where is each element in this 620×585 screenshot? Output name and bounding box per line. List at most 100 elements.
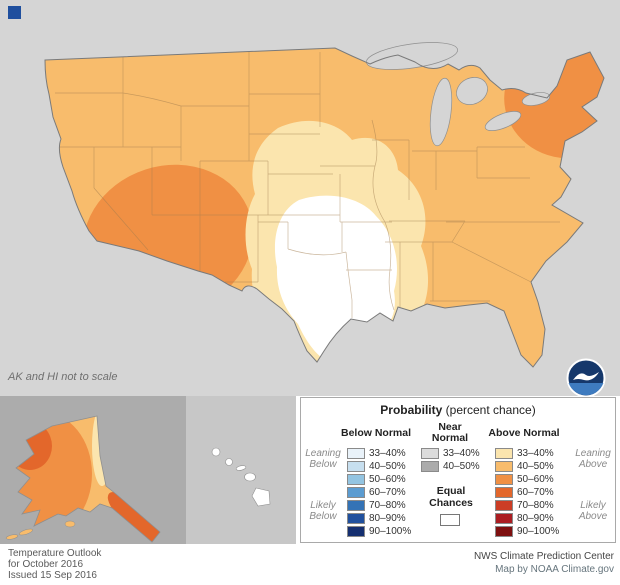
legend-row-below-0: 33–40% bbox=[347, 448, 406, 460]
legend-row-label: 40–50% bbox=[443, 461, 480, 472]
legend-title: Probability (percent chance) bbox=[301, 403, 615, 417]
legend-title-bold: Probability bbox=[380, 403, 443, 417]
legend-row-label: 33–40% bbox=[369, 448, 406, 459]
footer-period: for October 2016 bbox=[8, 559, 84, 570]
lake-michigan bbox=[429, 77, 453, 147]
legend-row-label: 90–100% bbox=[517, 526, 560, 537]
noaa-bird-icon bbox=[573, 372, 599, 381]
lake-ontario bbox=[521, 92, 551, 106]
legend-row-label: 33–40% bbox=[517, 448, 554, 459]
footer-right: NWS Climate Prediction Center Map by NOA… bbox=[474, 550, 614, 576]
legend-row-near-0: 33–40% bbox=[421, 448, 480, 460]
hawaii-map bbox=[211, 447, 271, 507]
legend-side-likely-below: Likely Below bbox=[309, 500, 337, 522]
legend-row-above-6: 90–100% bbox=[495, 526, 559, 538]
scale-note: AK and HI not to scale bbox=[8, 371, 118, 383]
legend-side-likely-above: Likely Above bbox=[578, 500, 608, 522]
great-lakes bbox=[366, 42, 551, 147]
alaska-map bbox=[5, 415, 161, 543]
region-equal-chances bbox=[274, 195, 397, 361]
conus-map bbox=[0, 0, 620, 396]
legend-row-below-6: 90–100% bbox=[347, 526, 411, 538]
legend-header-near: Near Normal bbox=[431, 421, 469, 444]
legend-row-above-3: 60–70% bbox=[495, 487, 554, 499]
corner-logo bbox=[8, 6, 21, 19]
noaa-logo-sea bbox=[568, 383, 604, 396]
legend-row-above-0: 33–40% bbox=[495, 448, 554, 460]
legend-row-below-3: 60–70% bbox=[347, 487, 406, 499]
legend-swatch bbox=[495, 513, 513, 524]
legend-row-above-4: 70–80% bbox=[495, 500, 554, 512]
footer-source: NWS Climate Prediction Center bbox=[473, 551, 614, 562]
footer-title: Temperature Outlook bbox=[8, 548, 102, 559]
lake-erie bbox=[484, 111, 522, 131]
legend-swatch bbox=[347, 448, 365, 459]
legend-side-leaning-below: Leaning Below bbox=[305, 448, 341, 470]
legend-swatch bbox=[421, 461, 439, 472]
alaska-inset bbox=[0, 396, 186, 544]
legend-swatch bbox=[347, 461, 365, 472]
island-oahu bbox=[225, 458, 233, 466]
aleutian-island bbox=[19, 528, 33, 536]
hawaii-islands bbox=[211, 447, 271, 507]
lake-huron bbox=[456, 77, 488, 105]
legend-swatch bbox=[495, 500, 513, 511]
legend-row-below-2: 50–60% bbox=[347, 474, 406, 486]
legend: Probability (percent chance) Below Norma… bbox=[300, 397, 616, 543]
legend-swatch bbox=[421, 448, 439, 459]
legend-row-above-5: 80–90% bbox=[495, 513, 554, 525]
legend-row-above-1: 40–50% bbox=[495, 461, 554, 473]
legend-swatch bbox=[495, 487, 513, 498]
legend-swatch bbox=[347, 513, 365, 524]
legend-row-above-2: 50–60% bbox=[495, 474, 554, 486]
legend-row-label: 60–70% bbox=[369, 487, 406, 498]
hawaii-inset bbox=[186, 396, 296, 544]
legend-row-label: 80–90% bbox=[517, 513, 554, 524]
legend-row-label: 40–50% bbox=[369, 461, 406, 472]
legend-header-below: Below Normal bbox=[340, 427, 411, 439]
aleutian-island bbox=[5, 534, 19, 540]
legend-row-label: 70–80% bbox=[369, 500, 406, 511]
island-molokai bbox=[235, 465, 247, 471]
legend-swatch bbox=[347, 474, 365, 485]
legend-swatch bbox=[347, 500, 365, 511]
legend-row-label: 50–60% bbox=[517, 474, 554, 485]
legend-swatch bbox=[495, 461, 513, 472]
legend-side-leaning-above: Leaning Above bbox=[575, 448, 611, 470]
legend-row-label: 80–90% bbox=[369, 513, 406, 524]
legend-equal-chances-label: Equal Chances bbox=[429, 485, 473, 509]
legend-row-label: 60–70% bbox=[517, 487, 554, 498]
legend-swatch bbox=[495, 526, 513, 537]
legend-row-label: 33–40% bbox=[443, 448, 480, 459]
alaska-panhandle-above-60-70 bbox=[107, 491, 160, 542]
legend-row-below-4: 70–80% bbox=[347, 500, 406, 512]
alaska-above-33-40 bbox=[92, 416, 112, 486]
island-maui bbox=[244, 472, 256, 482]
legend-swatch bbox=[347, 487, 365, 498]
state-borders bbox=[54, 52, 560, 318]
aleutian-islands bbox=[5, 520, 76, 540]
legend-title-rest: (percent chance) bbox=[442, 403, 536, 417]
legend-header-above: Above Normal bbox=[488, 427, 560, 439]
legend-swatch bbox=[495, 448, 513, 459]
conus-map-area bbox=[0, 0, 620, 396]
legend-row-label: 50–60% bbox=[369, 474, 406, 485]
legend-row-below-1: 40–50% bbox=[347, 461, 406, 473]
legend-row-label: 70–80% bbox=[517, 500, 554, 511]
noaa-logo bbox=[566, 358, 606, 398]
footer-left: Temperature Outlook for October 2016 Iss… bbox=[8, 548, 101, 581]
island-hawaii bbox=[251, 487, 271, 507]
legend-row-near-1: 40–50% bbox=[421, 461, 480, 473]
legend-swatch bbox=[347, 526, 365, 537]
legend-swatch bbox=[495, 474, 513, 485]
kodiak-island bbox=[64, 520, 76, 528]
legend-row-below-5: 80–90% bbox=[347, 513, 406, 525]
footer-issued: Issued 15 Sep 2016 bbox=[8, 570, 97, 581]
legend-row-label: 40–50% bbox=[517, 461, 554, 472]
noaa-logo-svg bbox=[566, 358, 606, 398]
legend-equal-chances-swatch bbox=[440, 514, 460, 526]
footer-credit: Map by NOAA Climate.gov bbox=[495, 564, 614, 575]
island-kauai bbox=[211, 447, 221, 457]
legend-row-label: 90–100% bbox=[369, 526, 412, 537]
